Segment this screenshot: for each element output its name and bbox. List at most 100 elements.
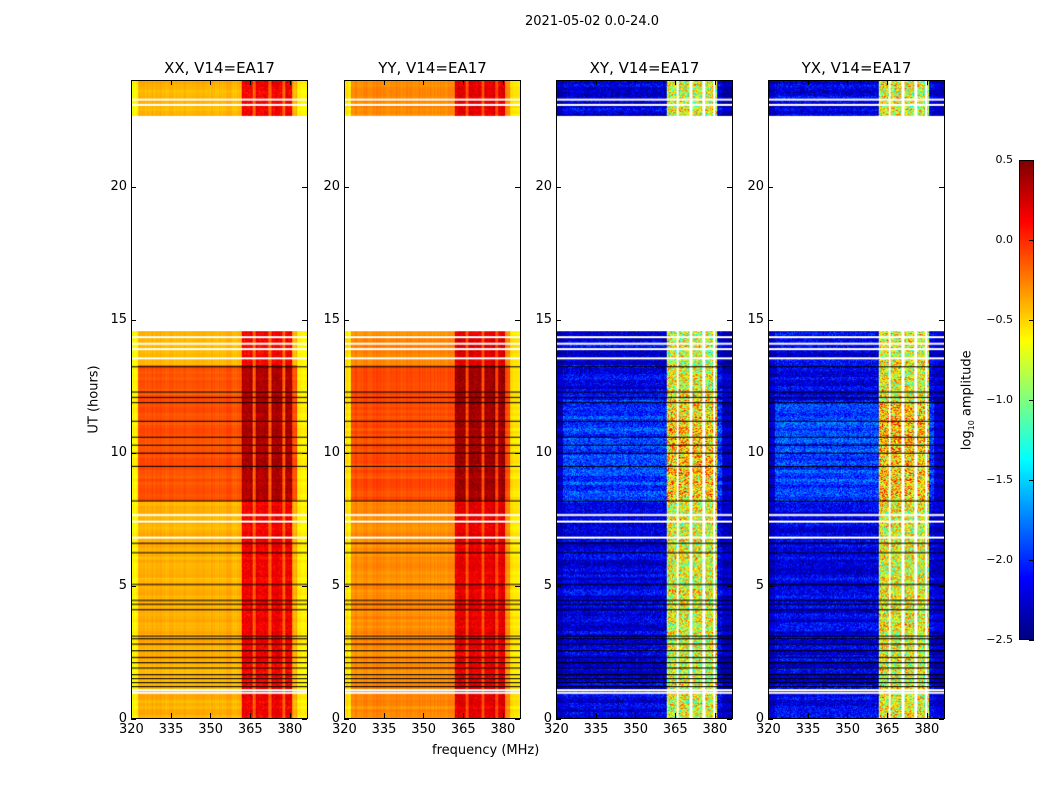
y-tick <box>344 452 349 454</box>
y-axis-label: UT (hours) <box>86 365 102 434</box>
colorbar-tick-label: −1.0 <box>986 393 1013 406</box>
y-tick-label: 20 <box>747 178 764 194</box>
colorbar-tick <box>1029 640 1034 641</box>
y-tick <box>939 186 944 188</box>
y-tick-label: 20 <box>323 178 340 194</box>
y-tick-label: 0 <box>118 711 127 726</box>
y-tick-label: 20 <box>535 178 552 194</box>
figure-title: 2021-05-02 0.0-24.0 <box>525 14 659 29</box>
heatmap-panel-yy <box>344 80 521 719</box>
x-tick <box>210 713 212 718</box>
x-tick <box>847 713 849 718</box>
x-tick <box>210 80 212 85</box>
x-tick-label: 320 <box>756 722 781 737</box>
x-tick-label: 350 <box>623 722 649 737</box>
y-tick <box>344 186 349 188</box>
y-tick <box>131 319 136 321</box>
y-tick <box>939 719 944 720</box>
y-tick <box>556 186 561 188</box>
colorbar-tick-label: 0.0 <box>995 233 1014 246</box>
x-tick <box>635 80 637 85</box>
x-tick-label: 365 <box>662 722 688 737</box>
y-tick <box>768 186 773 188</box>
colorbar-tick <box>1029 240 1034 241</box>
x-tick-label: 365 <box>874 722 900 737</box>
x-tick-label: 380 <box>702 722 728 737</box>
x-tick-label: 335 <box>371 722 397 737</box>
y-tick-label: 10 <box>747 444 764 460</box>
colorbar-tick-label: −2.0 <box>986 553 1013 566</box>
x-tick <box>926 80 928 85</box>
x-tick-label: 320 <box>332 722 357 737</box>
y-tick <box>131 585 136 587</box>
x-tick <box>635 713 637 718</box>
y-tick <box>768 585 773 587</box>
x-tick-label: 365 <box>450 722 476 737</box>
x-tick <box>462 713 464 718</box>
x-tick <box>847 80 849 85</box>
y-tick <box>939 319 944 321</box>
x-tick <box>423 713 425 718</box>
colorbar-tick-label: 0.5 <box>995 153 1014 166</box>
y-tick <box>768 319 773 321</box>
x-axis-label: frequency (MHz) <box>432 743 540 758</box>
colorbar-tick-label: −1.5 <box>986 473 1013 486</box>
x-tick-label: 365 <box>237 722 263 737</box>
x-tick-label: 380 <box>490 722 516 737</box>
x-tick <box>249 713 251 718</box>
x-tick <box>131 713 132 718</box>
x-tick-label: 320 <box>119 722 144 737</box>
colorbar-tick <box>1029 160 1034 161</box>
x-tick <box>289 713 291 718</box>
y-tick <box>131 186 136 188</box>
x-tick <box>170 713 172 718</box>
x-tick <box>502 80 504 85</box>
y-tick <box>302 452 307 454</box>
x-tick <box>249 80 251 85</box>
y-tick-label: 15 <box>323 311 340 327</box>
y-tick <box>939 585 944 587</box>
y-tick <box>556 585 561 587</box>
x-tick-label: 350 <box>411 722 437 737</box>
x-tick <box>462 80 464 85</box>
y-tick-label: 5 <box>755 577 764 593</box>
y-tick-label: 20 <box>110 178 127 194</box>
y-tick <box>302 585 307 587</box>
x-tick-label: 380 <box>277 722 303 737</box>
y-tick-label: 15 <box>110 311 127 327</box>
x-tick-label: 335 <box>583 722 609 737</box>
colorbar-label: log10 amplitude <box>959 350 977 451</box>
x-tick-label: 380 <box>914 722 940 737</box>
x-tick <box>674 80 676 85</box>
y-tick <box>344 585 349 587</box>
y-tick <box>727 319 732 321</box>
y-tick-label: 5 <box>331 577 340 593</box>
heatmap-panel-yx <box>768 80 945 719</box>
x-tick-label: 320 <box>544 722 569 737</box>
y-tick <box>727 719 732 720</box>
x-tick <box>502 713 504 718</box>
y-tick <box>556 452 561 454</box>
y-tick-label: 10 <box>323 444 340 460</box>
y-tick-label: 0 <box>543 711 552 726</box>
y-tick <box>556 319 561 321</box>
heatmap-cells <box>769 81 944 718</box>
y-tick <box>556 719 561 720</box>
colorbar-tick <box>1029 560 1034 561</box>
y-tick <box>302 319 307 321</box>
x-tick-label: 350 <box>835 722 861 737</box>
x-tick <box>170 80 172 85</box>
y-tick <box>939 452 944 454</box>
y-tick-label: 10 <box>110 444 127 460</box>
y-tick-label: 0 <box>755 711 764 726</box>
x-tick <box>886 80 888 85</box>
x-tick <box>674 713 676 718</box>
y-tick <box>727 186 732 188</box>
y-tick <box>515 719 520 720</box>
colorbar-tick <box>1029 400 1034 401</box>
y-tick-label: 0 <box>331 711 340 726</box>
y-tick-label: 10 <box>535 444 552 460</box>
heatmap-panel-xx <box>131 80 308 719</box>
y-tick-label: 5 <box>543 577 552 593</box>
